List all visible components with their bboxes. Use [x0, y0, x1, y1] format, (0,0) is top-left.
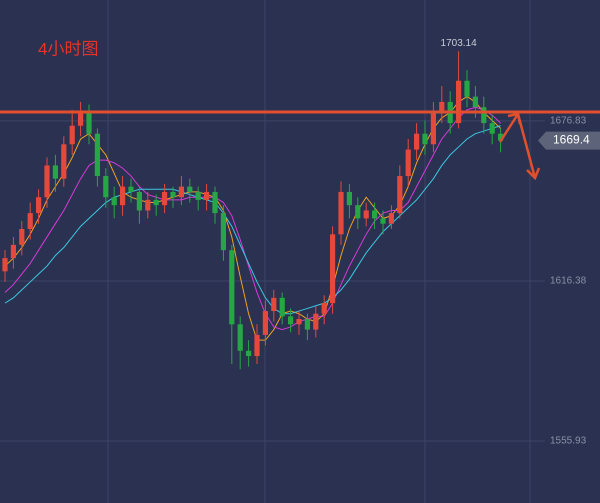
candle-body: [128, 186, 134, 192]
candle-body: [19, 228, 25, 245]
candle-body: [481, 107, 487, 124]
candle-body: [195, 191, 201, 200]
y-tick-label: 1616.38: [550, 276, 587, 287]
high-label: 1703.14: [441, 38, 478, 49]
plot: 1555.93 1616.38 1676.83 1703.14 1669.4: [0, 38, 600, 447]
vertical-grid: [107, 0, 531, 503]
candle-body: [170, 191, 176, 198]
candle-body: [262, 311, 268, 335]
candle-body: [321, 303, 327, 314]
candle-body: [414, 133, 420, 150]
candle-body: [10, 244, 16, 259]
candle-body: [456, 80, 462, 124]
forecast-arrows: [498, 112, 541, 181]
candle-body: [422, 133, 428, 145]
candle-body: [313, 313, 319, 330]
ma-line: [4, 125, 501, 315]
candle-body: [472, 96, 478, 108]
candle-body: [363, 210, 369, 219]
candle-body: [338, 191, 344, 235]
candle-body: [397, 176, 403, 214]
candle-body: [439, 101, 445, 113]
candle-body: [212, 191, 218, 214]
candle-body: [162, 191, 168, 206]
candle-body: [52, 165, 58, 179]
candle-body: [27, 213, 33, 229]
candle-body: [136, 191, 142, 211]
candle-body: [178, 186, 184, 198]
ma-line: [4, 96, 501, 341]
candle-body: [254, 334, 260, 357]
price-tag: [538, 131, 600, 150]
candle-body: [304, 319, 310, 330]
candle-body: [94, 133, 100, 177]
candle-body: [489, 123, 495, 134]
candle-body: [220, 213, 226, 251]
candle-body: [36, 197, 42, 214]
candle-body: [346, 191, 352, 206]
candle-body: [120, 186, 126, 206]
ma-line: [4, 106, 501, 331]
candle-body: [229, 250, 235, 325]
candle-body: [388, 213, 394, 224]
candle-body: [330, 234, 336, 304]
candle-body: [405, 149, 411, 177]
y-tick-label: 1676.83: [550, 116, 587, 127]
candle-body: [296, 319, 302, 325]
candle-body: [61, 144, 67, 179]
candle-body: [380, 218, 386, 224]
candle-body: [187, 186, 193, 192]
y-tick-label: 1555.93: [550, 436, 587, 447]
candle-body: [111, 197, 117, 206]
candle-body: [69, 125, 75, 145]
candle-body: [204, 191, 210, 200]
candle-body: [430, 112, 436, 145]
candle-body: [145, 199, 151, 211]
last-price-label: 1669.4: [553, 133, 590, 147]
candle-body: [246, 350, 252, 357]
candle-body: [464, 80, 470, 97]
candle-body: [372, 210, 378, 219]
candle-body: [355, 205, 361, 219]
candle-body: [78, 112, 84, 126]
candle-body: [44, 165, 50, 198]
candle-body: [288, 316, 294, 325]
candle-body: [271, 297, 277, 312]
candle-body: [86, 112, 92, 134]
chart-title: 4小时图: [38, 39, 98, 58]
candle-body: [153, 199, 159, 206]
candle-body: [279, 297, 285, 317]
candle-body: [237, 324, 243, 351]
candle-body: [103, 176, 109, 198]
candle-body: [498, 133, 504, 141]
arrow-down: [516, 113, 541, 181]
candle-body: [2, 258, 8, 272]
